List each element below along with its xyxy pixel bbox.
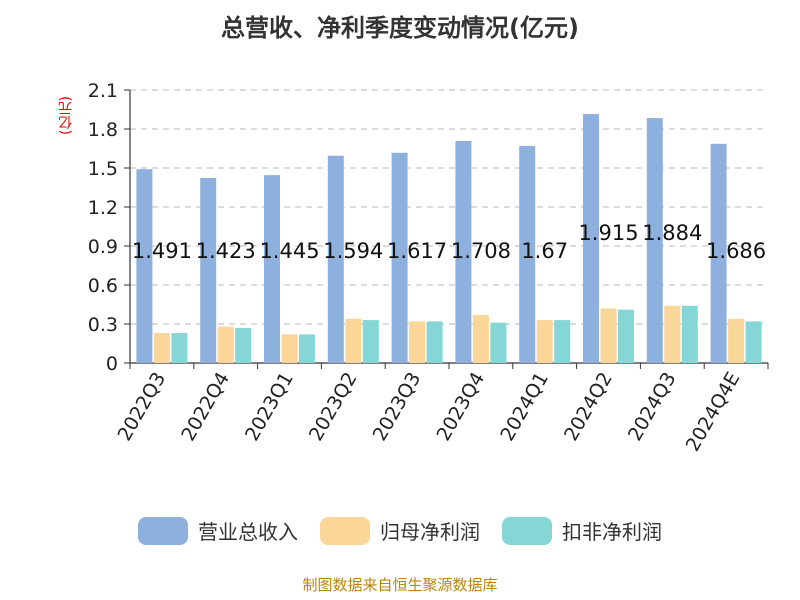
data-label-revenue: 1.423 [196,239,256,263]
legend-swatch-deducted-profit [502,516,552,545]
bar-revenue [519,145,536,363]
bar-revenue [327,155,344,363]
y-tick-label: 1.2 [88,197,118,219]
data-label-revenue: 1.445 [259,239,319,263]
x-tick-label: 2023Q3 [369,369,426,445]
data-label-revenue: 1.67 [521,239,568,263]
bar-revenue [583,114,599,363]
bar-net-profit [281,334,298,363]
bar-net-profit [664,305,681,363]
data-label-revenue: 1.686 [706,239,766,263]
bar-revenue [264,175,280,363]
x-tick-label: 2022Q4 [177,369,234,445]
bar-deducted-profit [362,320,379,363]
x-tick-label: 2023Q2 [305,369,362,445]
bar-net-profit [153,333,170,363]
bar-revenue [391,152,408,363]
bar-revenue [710,143,727,363]
bar-revenue [455,140,472,363]
bar-net-profit [728,318,745,363]
bar-net-profit [217,326,234,363]
x-tick-label: 2024Q3 [624,369,681,445]
bar-revenue [646,118,663,363]
data-label-revenue: 1.915 [578,221,638,245]
x-tick-label: 2024Q1 [496,369,553,445]
y-tick-label: 1.5 [88,158,118,180]
legend-label-deducted-profit: 扣非净利润 [562,520,662,544]
legend-label-revenue: 营业总收入 [198,520,298,544]
data-source-note: 制图数据来自恒生聚源数据库 [302,576,498,594]
x-tick-label: 2024Q2 [560,369,617,445]
data-label-revenue: 1.491 [132,239,192,263]
legend-item-revenue[interactable]: 营业总收入 [138,516,298,545]
bar-net-profit [600,308,617,363]
bar-deducted-profit [618,309,634,363]
bar-net-profit [409,321,426,363]
bar-deducted-profit [171,333,188,363]
bar-revenue [136,169,153,363]
revenue-profit-bar-chart: 0 0.3 0.6 0.9 1.2 1.5 1.8 2.1 2022Q3 2022Q4 2023Q1… [88,80,769,456]
bar-deducted-profit [299,334,315,363]
data-label-revenue: 1.708 [451,239,511,263]
data-label-revenue: 1.884 [642,221,702,245]
x-tick-label: 2023Q1 [241,369,298,445]
y-tick-label: 0.6 [88,275,118,297]
chart-legend: 营业总收入 归母净利润 扣非净利润 [0,516,800,545]
y-tick-label: 0.3 [88,314,118,336]
bar-deducted-profit [235,327,252,363]
legend-item-net-profit[interactable]: 归母净利润 [320,516,480,545]
bar-net-profit [472,314,489,363]
legend-label-net-profit: 归母净利润 [380,520,480,544]
bar-deducted-profit [745,321,762,363]
x-tick-label: 2023Q4 [432,369,489,445]
legend-swatch-revenue [138,516,188,545]
legend-swatch-net-profit [320,516,370,545]
legend-item-deducted-profit[interactable]: 扣非净利润 [502,516,662,545]
chart-title: 总营收、净利季度变动情况(亿元) [221,14,579,42]
bar-revenue [200,178,217,363]
x-tick-label: 2024Q4E [682,369,745,456]
x-tick-label: 2022Q3 [113,369,170,445]
bar-deducted-profit [681,305,698,363]
y-tick-label: 0 [106,353,118,375]
bar-net-profit [345,318,362,363]
bar-deducted-profit [426,321,443,363]
data-label-revenue: 1.594 [323,239,383,263]
y-tick-label: 2.1 [88,80,118,102]
y-tick-label: 1.8 [88,119,118,141]
bar-deducted-profit [490,322,507,363]
y-tick-label: 0.9 [88,236,118,258]
bar-net-profit [536,320,553,363]
bar-deducted-profit [554,320,571,363]
data-label-revenue: 1.617 [387,239,447,263]
